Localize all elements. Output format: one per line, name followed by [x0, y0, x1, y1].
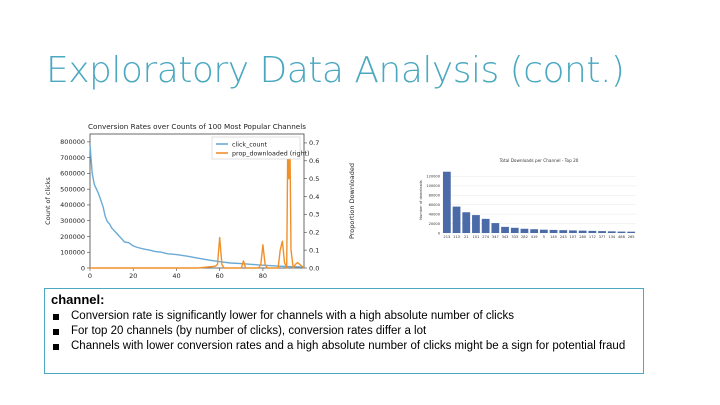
legend-label: prop_downloaded (right) — [232, 150, 309, 157]
x-tick-label: 5 — [543, 235, 545, 239]
y-tick-label: 800000 — [60, 138, 85, 146]
bar — [578, 230, 587, 233]
bar — [549, 229, 558, 233]
y-tick-label: 120000 — [426, 175, 440, 179]
bar — [627, 231, 636, 233]
bullet-item: For top 20 channels (by number of clicks… — [51, 324, 637, 339]
y-axis-label: Number of downloads — [419, 180, 423, 220]
bar — [520, 228, 529, 233]
y2-tick-label: 0.2 — [309, 229, 319, 237]
bar — [588, 230, 597, 233]
x-tick-label: 172 — [589, 235, 596, 239]
square-bullet-icon — [53, 329, 59, 335]
y-tick-label: 400000 — [60, 201, 85, 209]
y-tick-label: 100000 — [60, 249, 85, 257]
y-tick-label: 700000 — [60, 154, 85, 162]
x-tick-label: 145 — [550, 235, 557, 239]
x-tick-label: 134 — [608, 235, 616, 239]
x-tick-label: 21 — [464, 235, 469, 239]
y-axis-label: Count of clicks — [44, 177, 52, 225]
x-tick-label: 347 — [492, 235, 499, 239]
legend-label: click_count — [232, 141, 268, 148]
y-tick-label: 0 — [81, 264, 85, 272]
notes-list: Conversion rate is significantly lower f… — [51, 309, 637, 354]
bar — [539, 229, 548, 233]
slide-title: Exploratory Data Analysis (cont.) — [46, 50, 625, 91]
bar — [510, 227, 519, 233]
channel-notes-box: channel: Conversion rate is significantl… — [44, 288, 644, 374]
bullet-item: Conversion rate is significantly lower f… — [51, 309, 637, 324]
square-bullet-icon — [53, 344, 59, 350]
bar — [442, 171, 451, 233]
bar — [598, 231, 606, 233]
x-tick-label: 280 — [579, 235, 587, 239]
chart-title: Conversion Rates over Counts of 100 Most… — [88, 122, 306, 131]
series-line-prop-downloaded — [90, 138, 305, 269]
bullet-item: Channels with lower conversion rates and… — [51, 339, 637, 354]
x-tick-label: 377 — [599, 235, 606, 239]
x-tick-label: 113 — [453, 235, 460, 239]
y2-tick-label: 0.7 — [309, 139, 319, 147]
x-tick-label: 213 — [443, 235, 450, 239]
bar — [530, 229, 539, 233]
legend-box — [211, 136, 301, 160]
y-tick-label: 60000 — [429, 203, 441, 207]
square-bullet-icon — [53, 314, 59, 320]
y-tick-label: 200000 — [60, 233, 85, 241]
y2-tick-label: 0.1 — [309, 246, 319, 254]
notes-heading: channel: — [51, 292, 105, 307]
bar — [452, 206, 461, 233]
x-tick-label: 40 — [172, 272, 180, 280]
x-tick-label: 488 — [618, 235, 626, 239]
bar — [481, 218, 490, 233]
bullet-text: Channels with lower conversion rates and… — [71, 340, 626, 352]
bar — [569, 230, 577, 233]
x-tick-label: 333 — [511, 235, 518, 239]
x-tick-label: 60 — [216, 272, 224, 280]
y-tick-label: 20000 — [429, 222, 441, 226]
bar — [462, 212, 471, 233]
bar — [607, 231, 616, 233]
y2-tick-label: 0.0 — [309, 264, 319, 272]
bullet-text: Conversion rate is significantly lower f… — [71, 310, 514, 322]
x-tick-label: 282 — [521, 235, 528, 239]
y-tick-label: 100000 — [426, 184, 440, 188]
bullet-text: For top 20 channels (by number of clicks… — [71, 325, 427, 337]
y2-tick-label: 0.4 — [309, 193, 319, 201]
x-tick-label: 343 — [502, 235, 509, 239]
conversion-rate-line-chart: Conversion Rates over Counts of 100 Most… — [44, 122, 356, 280]
x-tick-label: 419 — [531, 235, 539, 239]
bar — [491, 223, 500, 233]
x-tick-label: 101 — [473, 235, 480, 239]
x-tick-label: 20 — [129, 272, 137, 280]
y-tick-label: 80000 — [429, 194, 441, 198]
y-tick-label: 500000 — [60, 185, 85, 193]
bar — [559, 230, 568, 233]
x-tick-label: 265 — [628, 235, 635, 239]
y2-axis-label: Proportion Downloaded — [348, 163, 356, 239]
y2-tick-label: 0.5 — [309, 175, 319, 183]
x-tick-label: 107 — [570, 235, 577, 239]
y-tick-label: 0 — [438, 231, 441, 235]
y-tick-label: 600000 — [60, 170, 85, 178]
y-tick-label: 40000 — [429, 212, 441, 216]
x-tick-label: 80 — [259, 272, 267, 280]
bar — [501, 226, 509, 233]
y-tick-label: 300000 — [60, 217, 85, 225]
x-tick-label: 243 — [560, 235, 567, 239]
bar — [472, 215, 480, 233]
downloads-bar-chart: Total Downloads per Channel - Top 20 0 200… — [419, 158, 636, 239]
x-tick-label: 0 — [88, 272, 92, 280]
x-tick-label: 274 — [482, 235, 490, 239]
y2-tick-label: 0.3 — [309, 211, 319, 219]
y2-tick-label: 0.6 — [309, 157, 319, 165]
bar — [617, 231, 626, 233]
chart-title: Total Downloads per Channel - Top 20 — [499, 158, 579, 163]
